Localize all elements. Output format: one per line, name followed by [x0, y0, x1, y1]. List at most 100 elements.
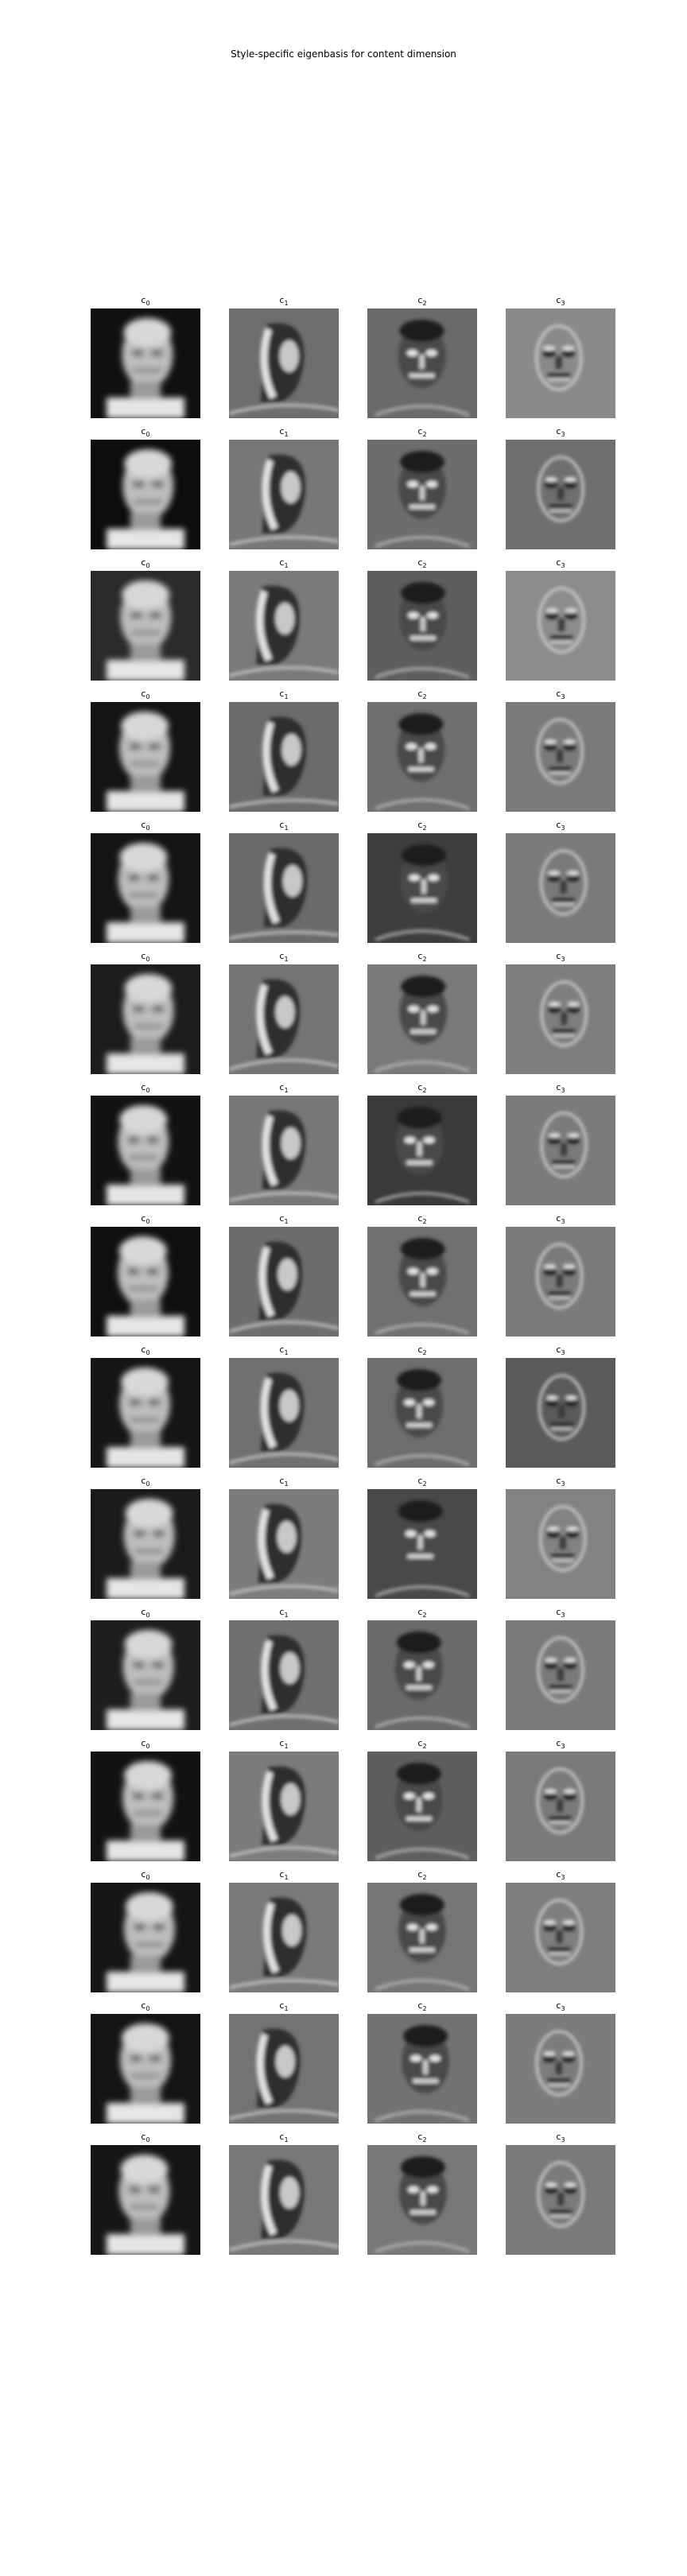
component-symbol: c: [417, 1082, 423, 1092]
eigenbasis-cell: c2: [367, 294, 477, 421]
component-label: c1: [229, 557, 339, 569]
component-symbol: c: [556, 1344, 561, 1355]
eigenbasis-cell: c2: [367, 1868, 477, 1996]
component-symbol: c: [279, 2132, 285, 2142]
eigenbasis-cell: c1: [229, 1344, 339, 1471]
eigenface-image: [367, 1620, 477, 1730]
component-label: c3: [506, 688, 615, 700]
eigenbasis-row: c0 c1 c2 c3: [0, 1344, 687, 1475]
eigenface-image: [229, 2145, 339, 2255]
component-symbol: c: [279, 557, 285, 568]
eigenbasis-cell: c1: [229, 1606, 339, 1733]
component-symbol: c: [279, 1344, 285, 1355]
component-label: c2: [367, 1081, 477, 1094]
component-label: c3: [506, 1868, 615, 1881]
component-label: c3: [506, 1212, 615, 1225]
component-symbol: c: [417, 1607, 423, 1617]
eigenface-image: [506, 571, 615, 681]
eigenface-image: [506, 308, 615, 418]
eigenface-image: [367, 308, 477, 418]
component-label: c2: [367, 1212, 477, 1225]
component-label: c1: [229, 1868, 339, 1881]
component-label: c1: [229, 950, 339, 963]
component-symbol: c: [141, 295, 146, 305]
eigenface-image: [506, 1358, 615, 1468]
component-label: c3: [506, 950, 615, 963]
component-index: 1: [284, 956, 289, 964]
component-label: c3: [506, 294, 615, 307]
component-symbol: c: [556, 2000, 561, 2011]
eigenface-image: [506, 440, 615, 549]
component-label: c0: [91, 294, 200, 307]
component-label: c0: [91, 557, 200, 569]
component-symbol: c: [141, 1476, 146, 1486]
eigenbasis-cell: c3: [506, 1737, 615, 1864]
component-label: c1: [229, 1606, 339, 1619]
component-label: c0: [91, 1868, 200, 1881]
component-label: c2: [367, 1475, 477, 1488]
component-label: c2: [367, 2131, 477, 2143]
component-index: 2: [422, 1743, 427, 1751]
component-index: 3: [561, 824, 565, 832]
component-index: 3: [561, 693, 565, 701]
component-label: c1: [229, 2000, 339, 2012]
eigenbasis-row: c0 c1 c2 c3: [0, 819, 687, 950]
eigenbasis-cell: c1: [229, 557, 339, 684]
eigenface-image: [91, 440, 200, 549]
eigenbasis-row: c 0 c1 c2 c3: [0, 1737, 687, 1868]
component-index: 1: [284, 824, 289, 832]
component-label: c0: [91, 1606, 200, 1619]
component-index: 2: [422, 1349, 427, 1357]
component-symbol: c: [417, 1869, 423, 1880]
eigenbasis-cell: c0: [91, 1868, 200, 1996]
eigenface-image: [91, 833, 200, 943]
component-symbol: c: [556, 2132, 561, 2142]
component-label: c1: [229, 1475, 339, 1488]
component-label: c3: [506, 1737, 615, 1750]
eigenface-image: [506, 1620, 615, 1730]
component-index: 0: [146, 2005, 150, 2013]
component-symbol: c: [556, 1738, 561, 1748]
component-index: 3: [561, 562, 565, 570]
eigenface-image: [506, 833, 615, 943]
eigenbasis-cell: c3: [506, 1475, 615, 1602]
eigenbasis-cell: c0: [91, 1475, 200, 1602]
component-index: 1: [284, 431, 289, 439]
component-index: 0: [146, 431, 150, 439]
component-label: c1: [229, 1737, 339, 1750]
eigenface-image: [229, 1489, 339, 1599]
component-label: c1: [229, 294, 339, 307]
component-symbol: c: [141, 2000, 146, 2011]
component-symbol: c: [417, 951, 423, 961]
eigenbasis-cell: c0: [91, 1344, 200, 1471]
eigenbasis-row: c0 c1 c2 c3: [0, 2000, 687, 2131]
component-symbol: c: [141, 1344, 146, 1355]
component-symbol: c: [279, 1607, 285, 1617]
eigenface-image: [229, 702, 339, 812]
eigenbasis-cell: c2: [367, 1737, 477, 1864]
component-index: 3: [561, 1218, 565, 1226]
component-label: c3: [506, 557, 615, 569]
eigenface-image: [506, 2145, 615, 2255]
eigenface-image: [367, 1358, 477, 1468]
eigenface-image: [367, 833, 477, 943]
eigenface-image: [91, 1620, 200, 1730]
component-label: c2: [367, 557, 477, 569]
component-index: 0: [146, 1874, 150, 1882]
component-index: 0: [146, 1743, 150, 1751]
eigenbasis-cell: c1: [229, 425, 339, 553]
eigenbasis-cell: c1: [229, 1081, 339, 1208]
eigenbasis-cell: c0: [91, 1081, 200, 1208]
eigenface-image: [367, 702, 477, 812]
component-symbol: c: [556, 820, 561, 830]
eigenbasis-cell: c1: [229, 1737, 339, 1864]
component-index: 3: [561, 2136, 565, 2144]
component-index: 0: [146, 1218, 150, 1226]
eigenface-image: [91, 702, 200, 812]
eigenbasis-row: c0 c1 c2 c3: [0, 1606, 687, 1737]
eigenface-image: [367, 1096, 477, 1205]
eigenface-image: [229, 833, 339, 943]
component-label: c2: [367, 1344, 477, 1356]
eigenbasis-cell: c0: [91, 688, 200, 815]
eigenface-image: [367, 1752, 477, 1861]
